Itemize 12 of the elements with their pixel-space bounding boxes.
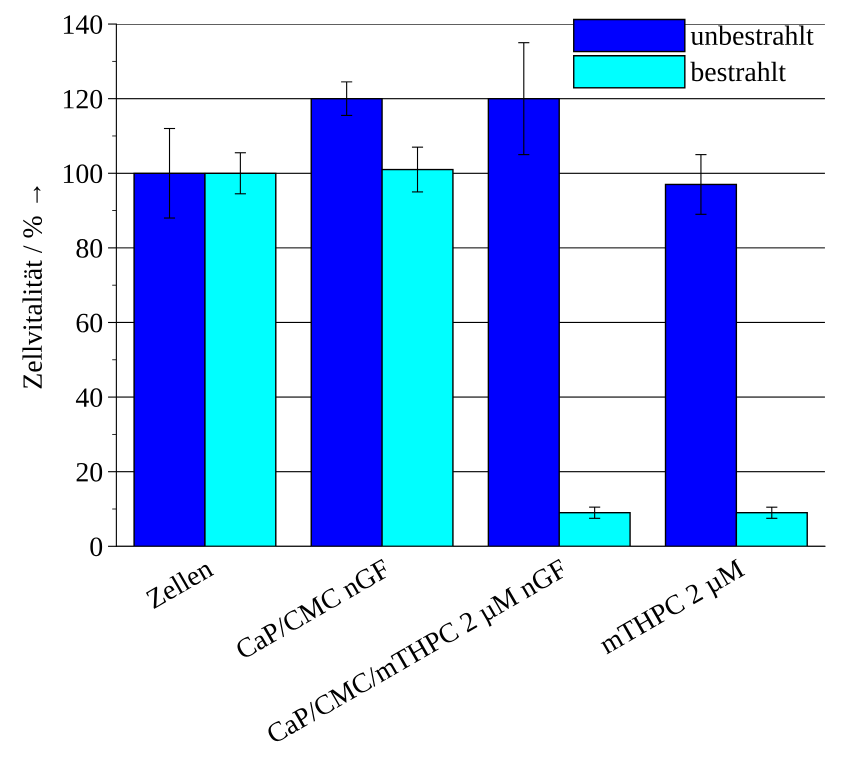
y-tick-label: 100	[64, 164, 102, 184]
y-tick-label: 140	[64, 15, 102, 34]
y-tick-label: 80	[76, 239, 102, 258]
y-axis-title: Zellvitalität / % →	[22, 186, 42, 388]
y-tick-label: 120	[64, 90, 102, 109]
x-tick-label: Zellen	[144, 558, 214, 610]
legend-label: unbestrahlt	[690, 26, 814, 46]
y-tick-label: 60	[76, 314, 102, 332]
y-tick-label: 0	[90, 537, 102, 556]
y-tick-label: 40	[76, 388, 102, 407]
y-tick-label: 20	[76, 462, 102, 482]
legend-label: bestrahlt	[690, 62, 786, 82]
